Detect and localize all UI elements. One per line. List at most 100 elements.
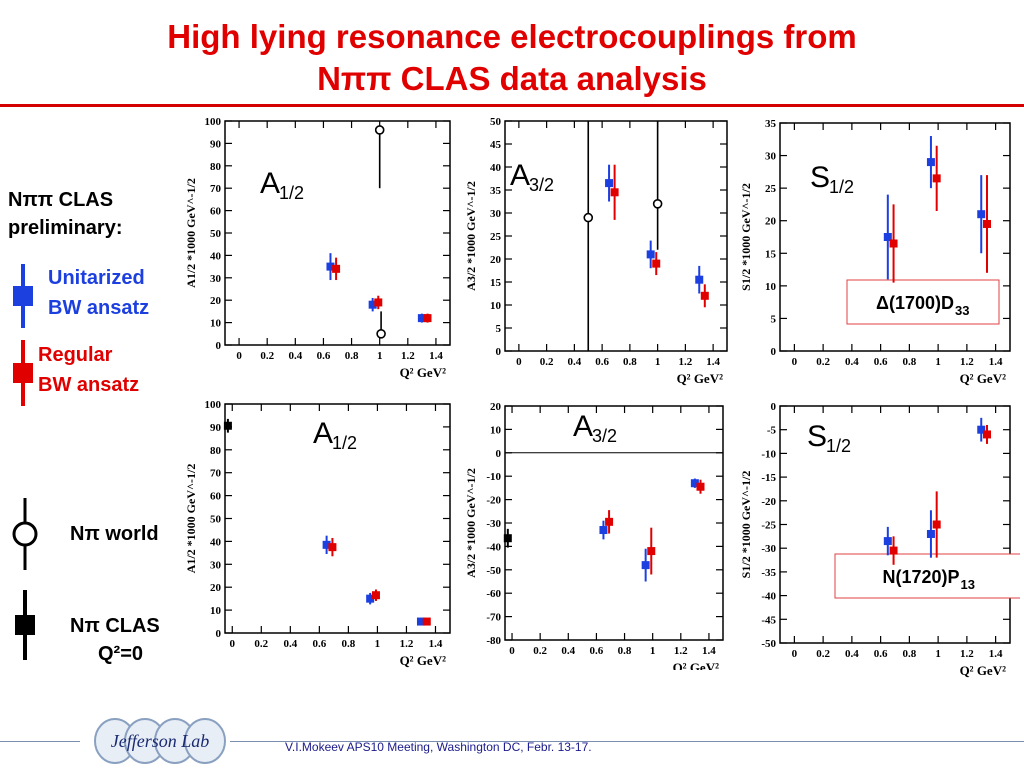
y-tick-label: 0 [216, 340, 222, 352]
logo-text: Jefferson Lab [111, 731, 210, 751]
amplitude-label: S [810, 161, 830, 194]
y-tick-label: 20 [210, 582, 222, 594]
x-tick-label: 1.2 [679, 356, 693, 368]
y-tick-label: 40 [210, 536, 222, 548]
y-tick-label: 100 [205, 116, 222, 128]
amplitude-subscript: 1/2 [826, 436, 851, 456]
unitarized-point [883, 537, 892, 546]
npi-world-marker-icon [12, 498, 38, 570]
y-tick-label: 40 [490, 162, 502, 174]
y-tick-label: -15 [761, 472, 776, 484]
legend-heading-line1: Nππ CLAS [8, 189, 114, 211]
legend-regular-line1: Regular [38, 344, 113, 366]
legend-npi-world: Nπ world [70, 523, 159, 545]
x-tick-label: 0.2 [816, 356, 830, 368]
regular-point [652, 259, 661, 268]
y-tick-label: 20 [490, 254, 502, 266]
y-tick-label: 90 [210, 422, 222, 434]
x-tick-label: 0.4 [561, 645, 575, 657]
x-tick-label: 0 [516, 356, 522, 368]
x-tick-label: 1.4 [429, 638, 443, 650]
x-tick-label: 1 [935, 648, 941, 660]
plot-s12-n1720: -50-45-40-35-30-25-20-15-10-500 0.2 0.4 0.6… [739, 401, 1020, 678]
resonance-subscript: 13 [961, 577, 975, 592]
npi-clas-point [223, 421, 232, 430]
unitarized-marker-icon [13, 264, 33, 328]
plot-frame [224, 120, 451, 346]
y-tick-label: 80 [210, 445, 222, 457]
unitarized-point [326, 262, 335, 271]
amplitude-subscript: 1/2 [829, 177, 854, 197]
y-tick-label: 35 [490, 185, 502, 197]
x-tick-label: 0.6 [590, 645, 604, 657]
x-tick-label: 0 [230, 638, 236, 650]
y-axis-label: S1/2 *1000 GeV^-1/2 [739, 471, 753, 579]
x-tick-label: 0.2 [533, 645, 547, 657]
x-tick-label: 1.2 [401, 350, 415, 362]
y-tick-label: 30 [490, 208, 502, 220]
y-tick-label: 70 [210, 468, 222, 480]
npi-clas-point [503, 534, 512, 543]
x-axis-label: Q² GeV² [960, 663, 1007, 678]
amplitude-label: A [510, 159, 530, 192]
y-tick-label: 0 [771, 346, 777, 358]
x-tick-label: 1.2 [960, 356, 974, 368]
legend-heading-line2: preliminary: [8, 217, 123, 239]
y-tick-label: -20 [761, 496, 776, 508]
unitarized-point [977, 425, 986, 434]
y-tick-label: 35 [765, 118, 777, 130]
regular-point [932, 174, 941, 183]
regular-point [696, 482, 705, 491]
plot-a32-n1720: -80 -70 -60 -50 -40 -30 -20 -10 0 10 20 0 0.2 0.4 0.6 0… [464, 401, 724, 670]
x-tick-label: 1.4 [429, 350, 443, 362]
y-tick-label: 25 [765, 183, 777, 195]
jefferson-lab-logo: Jefferson Lab [94, 718, 226, 764]
x-axis-label: Q² GeV² [677, 371, 724, 386]
slide-title-line2: Nππ CLAS data analysis [317, 60, 707, 97]
plot-a12-n1720: 0 10 20 30 40 50 60 70 80 90 100 0 0.2 0.4 0.6 0.8 1 1.2 1… [184, 399, 451, 668]
y-tick-label: -20 [486, 495, 501, 507]
x-tick-label: 0.2 [816, 648, 830, 660]
resonance-label: N(1720)P [882, 567, 959, 587]
y-tick-label: 40 [210, 250, 222, 262]
y-tick-label: 25 [490, 231, 502, 243]
x-tick-label: 0.2 [540, 356, 554, 368]
y-tick-label: 15 [765, 248, 777, 260]
y-tick-label: 30 [765, 151, 777, 163]
y-tick-label: -30 [761, 543, 776, 555]
x-tick-label: 1 [655, 356, 661, 368]
y-tick-label: 90 [210, 138, 222, 150]
y-tick-label: -80 [486, 635, 501, 647]
y-tick-label: -70 [486, 612, 501, 624]
unitarized-point [977, 210, 986, 219]
x-tick-label: 0 [792, 648, 798, 660]
y-axis-label: A1/2 *1000 GeV^-1/2 [184, 178, 198, 288]
footer-text: V.I.Mokeev APS10 Meeting, Washington DC,… [285, 740, 592, 754]
regular-point [700, 291, 709, 300]
y-axis-label: A3/2 *1000 GeV^-1/2 [464, 181, 478, 291]
regular-marker-icon [13, 340, 33, 406]
x-tick-label: 0.4 [283, 638, 297, 650]
regular-point [371, 591, 380, 600]
y-tick-label: -25 [761, 520, 776, 532]
unitarized-point [883, 233, 892, 241]
x-axis-label: Q² GeV² [960, 371, 1007, 386]
x-tick-label: 0 [236, 350, 242, 362]
x-tick-label: 1.4 [702, 645, 716, 657]
plot-frame [504, 120, 728, 352]
y-tick-label: 10 [765, 281, 777, 293]
unitarized-point [646, 250, 655, 259]
x-tick-label: 0.6 [312, 638, 326, 650]
x-tick-label: 1.2 [960, 648, 974, 660]
x-tick-label: 0.2 [260, 350, 274, 362]
y-tick-label: 30 [210, 273, 222, 285]
y-tick-label: 45 [490, 139, 502, 151]
unitarized-point [599, 526, 608, 535]
y-tick-label: 0 [496, 448, 502, 460]
unitarized-point [641, 561, 650, 570]
x-tick-label: 1.4 [989, 356, 1003, 368]
y-tick-label: -30 [486, 518, 501, 530]
y-tick-label: -10 [761, 448, 776, 460]
npi-world-point [583, 212, 594, 223]
x-tick-label: 1.4 [706, 356, 720, 368]
